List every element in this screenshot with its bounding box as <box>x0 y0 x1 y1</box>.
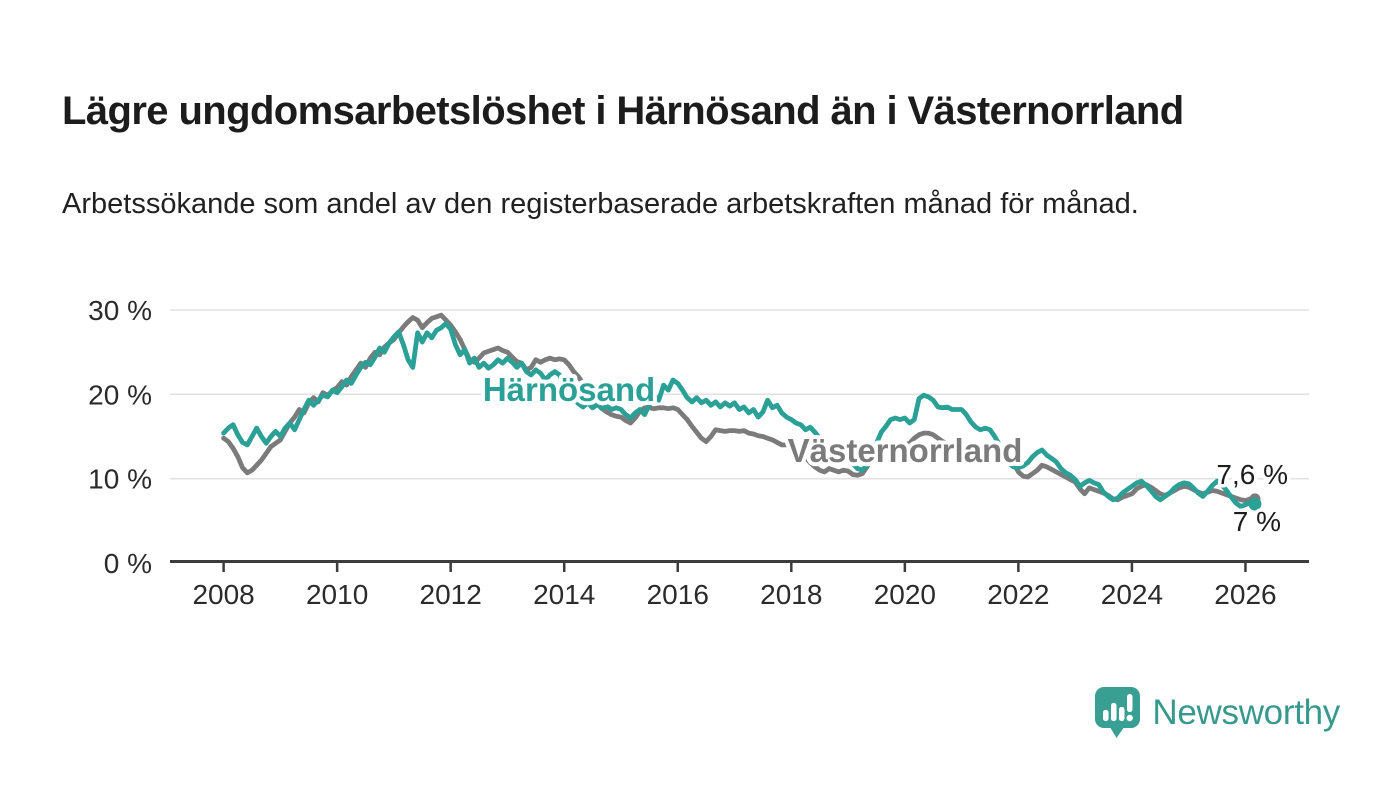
series-line-härnösand <box>221 321 1258 509</box>
x-tick-label-2016: 2016 <box>647 579 709 610</box>
newsworthy-logo: Newsworthy <box>1094 686 1340 739</box>
x-tick-label-2014: 2014 <box>533 579 595 610</box>
chart-title: Lägre ungdomsarbetslöshet i Härnösand än… <box>62 88 1184 133</box>
end-value-label-härnösand: 7 % <box>1233 506 1281 537</box>
x-tick-label-2024: 2024 <box>1101 579 1163 610</box>
end-value-label-västernorrland: 7,6 % <box>1216 459 1288 490</box>
y-tick-label-20: 20 % <box>88 379 152 410</box>
series-label-västernorrland: Västernorrland <box>788 432 1023 469</box>
x-tick-label-2012: 2012 <box>420 579 482 610</box>
y-tick-label-30: 30 % <box>88 295 152 326</box>
x-tick-label-2026: 2026 <box>1214 579 1276 610</box>
x-tick-label-2010: 2010 <box>306 579 368 610</box>
x-tick-label-2018: 2018 <box>760 579 822 610</box>
chart-subtitle: Arbetssökande som andel av den registerb… <box>62 188 1139 220</box>
x-tick-label-2008: 2008 <box>192 579 254 610</box>
series-label-härnösand: Härnösand <box>483 371 655 408</box>
x-tick-label-2022: 2022 <box>987 579 1049 610</box>
y-tick-label-0: 0 % <box>104 548 152 579</box>
series-end-dot-härnösand <box>1248 497 1262 511</box>
newsworthy-wordmark: Newsworthy <box>1152 692 1340 732</box>
y-tick-label-10: 10 % <box>88 464 152 495</box>
x-tick-label-2020: 2020 <box>874 579 936 610</box>
bar-chart-speech-bubble-icon <box>1095 687 1141 738</box>
